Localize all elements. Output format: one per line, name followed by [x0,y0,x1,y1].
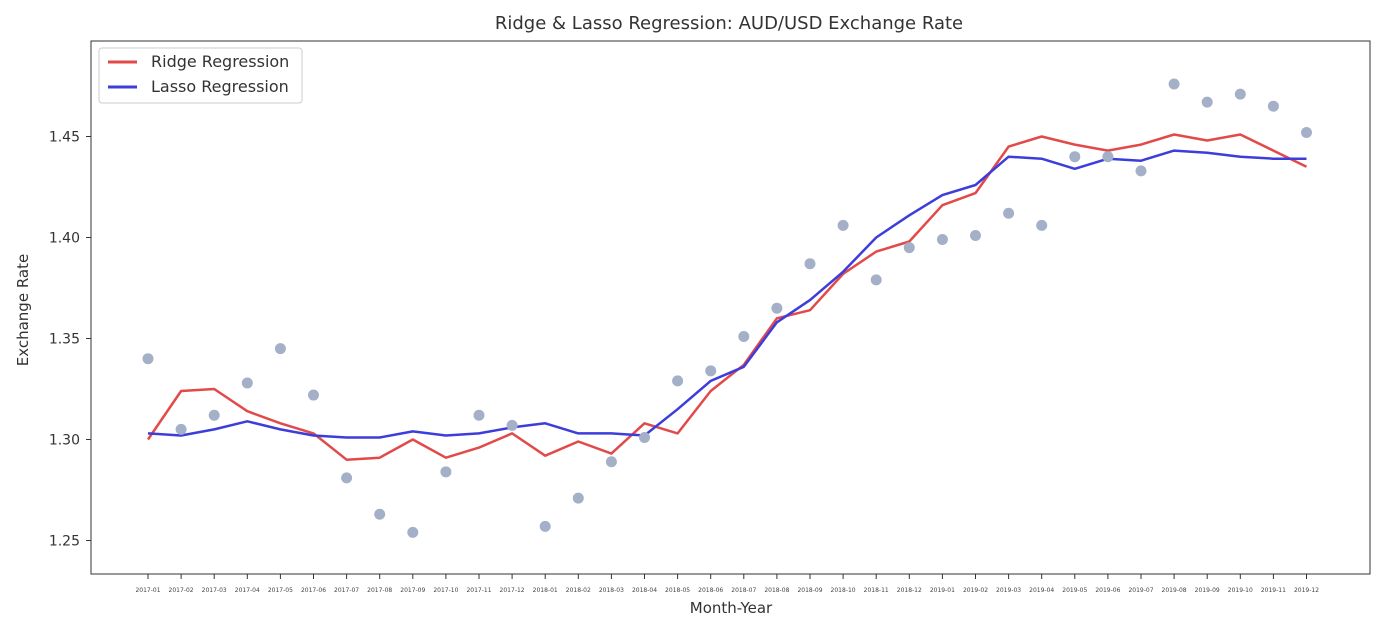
scatter-point [705,365,717,377]
x-tick-label: 2018-06 [698,587,723,594]
x-tick-label: 2017-06 [301,587,326,594]
x-tick-label: 2019-12 [1294,587,1319,594]
scatter-point [1003,207,1015,219]
x-tick-label: 2019-05 [1062,587,1087,594]
scatter-point [341,472,353,484]
scatter-point [407,526,419,538]
x-tick-label: 2017-10 [433,587,458,594]
x-tick-label: 2019-11 [1261,587,1286,594]
x-axis-label: Month-Year [690,599,773,617]
scatter-point [274,343,286,355]
legend-label-ridge: Ridge Regression [151,52,289,71]
x-tick-label: 2018-02 [566,587,591,594]
x-tick-label: 2017-09 [400,587,425,594]
x-tick-label: 2019-04 [1029,587,1054,594]
scatter-point [936,234,948,246]
x-tick-label: 2018-01 [533,587,558,594]
scatter-point [1036,219,1048,231]
x-tick-label: 2017-12 [500,587,525,594]
legend-label-lasso: Lasso Regression [151,77,289,96]
plot-marks [142,78,1312,538]
scatter-point [1234,88,1246,100]
x-tick-label: 2019-08 [1162,587,1187,594]
scatter-point [837,219,849,231]
x-tick-label: 2018-11 [864,587,889,594]
plot-frame [90,40,1371,575]
series-line-lasso-regression [147,149,1307,439]
y-tick-label: 1.25 [49,534,80,550]
scatter-point [804,258,816,270]
scatter-point [539,520,551,532]
x-tick-label: 2018-03 [599,587,624,594]
x-tick-label: 2018-07 [731,587,756,594]
scatter-point [1102,151,1114,163]
x-tick-label: 2019-01 [930,587,955,594]
scatter-point [506,419,518,431]
scatter-point [672,375,684,387]
scatter-point [473,409,485,421]
x-tick-label: 2019-07 [1128,587,1153,594]
scatter-point [605,456,617,468]
x-tick-label: 2019-06 [1095,587,1120,594]
scatter-point [1135,165,1147,177]
scatter-point [374,508,386,520]
scatter-point [572,492,584,504]
scatter-point [1301,126,1312,138]
x-tick-label: 2017-04 [235,587,260,594]
scatter-point [241,377,253,389]
x-tick-label: 2017-05 [268,587,293,594]
scatter-point [639,431,650,443]
x-tick-label: 2017-08 [367,587,392,594]
x-tick-label: 2017-11 [466,587,491,594]
scatter-point [903,242,915,254]
y-tick-label: 1.40 [49,231,80,247]
legend-box [98,47,303,104]
x-tick-label: 2017-03 [202,587,227,594]
x-tick-label: 2017-01 [135,587,160,594]
legend: Ridge Regression Lasso Regression [98,47,303,104]
scatter-point [308,389,319,401]
y-ticks: 1.25 1.30 1.35 1.40 1.45 [49,130,91,550]
y-tick-label: 1.45 [49,130,80,146]
scatter-point [870,274,882,286]
y-axis-label: Exchange Rate [14,254,32,366]
x-tick-label: 2018-09 [797,587,822,594]
chart-title: Ridge & Lasso Regression: AUD/USD Exchan… [495,13,963,34]
x-tick-label: 2018-10 [831,587,856,594]
x-tick-label: 2017-07 [334,587,359,594]
scatter-point [1267,100,1279,112]
scatter-point [1201,96,1213,108]
scatter-point [1069,151,1081,163]
y-tick-label: 1.30 [49,433,80,449]
x-tick-label: 2018-05 [665,587,690,594]
y-tick-label: 1.35 [49,332,80,348]
scatter-point [142,353,154,365]
scatter-point [738,330,750,342]
x-tick-label: 2019-09 [1195,587,1220,594]
x-tick-label: 2019-02 [963,587,988,594]
scatter-point [175,423,187,435]
x-tick-label: 2017-02 [169,587,194,594]
x-tick-label: 2019-10 [1228,587,1253,594]
x-tick-label: 2018-04 [632,587,657,594]
x-tick-label: 2018-12 [897,587,922,594]
x-tick-label: 2018-08 [764,587,789,594]
scatter-point [970,229,981,241]
scatter-point [208,409,220,421]
scatter-point [1168,78,1180,90]
scatter-point [440,466,452,478]
series-line-ridge-regression [146,133,1308,461]
x-ticks: 2017-01 2017-02 2017-03 2017-04 2017-05 2017-… [135,574,1319,594]
x-tick-label: 2019-03 [996,587,1021,594]
scatter-point [771,302,783,314]
